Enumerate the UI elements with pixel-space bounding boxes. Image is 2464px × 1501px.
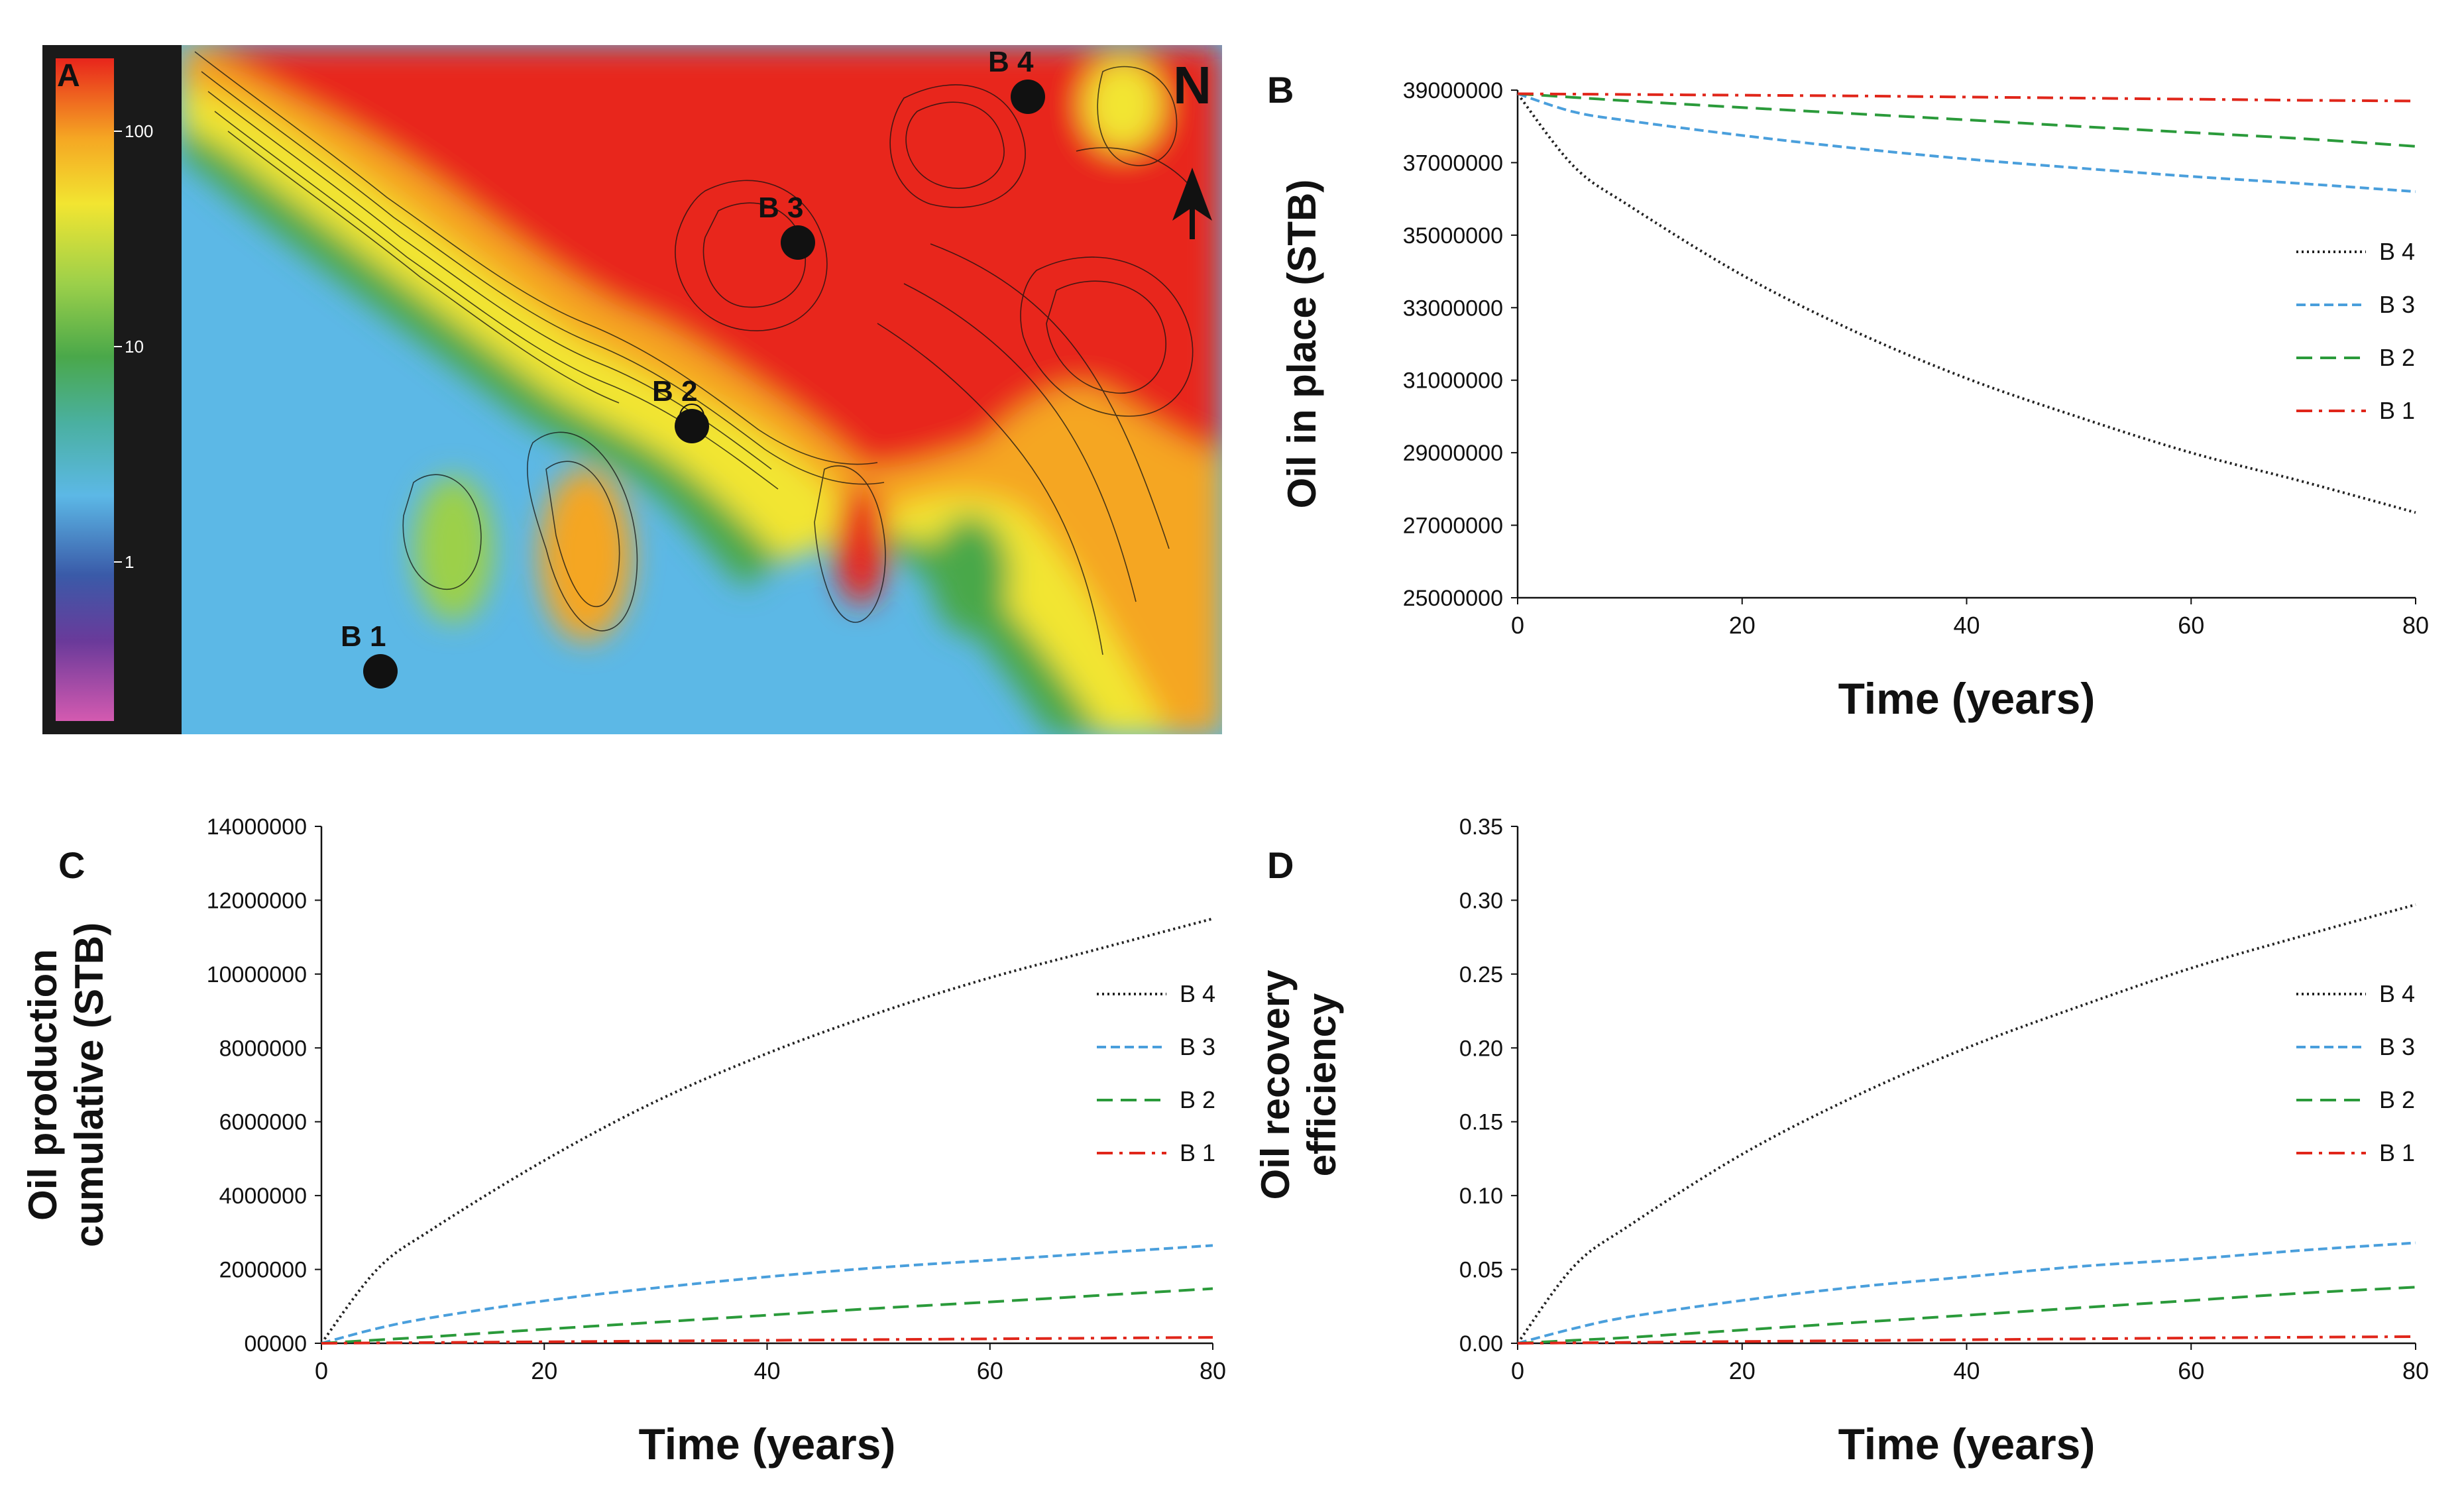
legend-label: B 1 <box>1180 1139 1215 1166</box>
x-tick-label: 60 <box>2178 612 2204 639</box>
legend-label: B 2 <box>2379 1086 2415 1113</box>
location-marker-b2 <box>675 409 709 443</box>
y-tick-label: 6000000 <box>219 1110 307 1135</box>
reservoir-map: 100 10 1 <box>42 45 1222 734</box>
colorbar-ticks: 100 10 1 <box>114 121 153 572</box>
legend-label: B 2 <box>2379 344 2415 371</box>
y-tick-label: 0.20 <box>1459 1036 1503 1061</box>
x-tick-label: 80 <box>2402 1357 2429 1384</box>
legend-label: B 3 <box>1180 1033 1215 1060</box>
series-line-b4 <box>320 917 1213 1345</box>
y-tick-label: 35000000 <box>1403 223 1503 249</box>
y-tick-label: 0.30 <box>1459 888 1503 913</box>
y-tick-label: 33000000 <box>1403 296 1503 321</box>
legend-label: B 4 <box>2379 238 2415 265</box>
y-tick-label: 12000000 <box>207 888 307 913</box>
y-tick-label: 0.00 <box>1459 1331 1503 1357</box>
y-tick-label: 0.10 <box>1459 1184 1503 1209</box>
chart-oil-production-cumulative: 0 20 40 60 800000020000004000000600000080000… <box>21 814 1226 1469</box>
x-tick-label: 20 <box>1729 1357 1756 1384</box>
panel-letter: D <box>1267 844 1294 886</box>
series-line-b1 <box>1517 92 2416 103</box>
x-tick-label: 20 <box>531 1357 557 1384</box>
series-line-b4 <box>1516 93 2416 514</box>
location-label: B 1 <box>341 620 386 653</box>
chart-oil-in-place: 0 20 40 60 80 25000000 27000000 29000000 3100000… <box>1267 69 2429 723</box>
legend-label: B 1 <box>2379 397 2415 424</box>
y-tick-label: 00000 <box>244 1331 307 1357</box>
location-label: B 3 <box>758 192 803 224</box>
colorbar-tick-label: 10 <box>125 337 144 357</box>
x-tick-label: 60 <box>2178 1357 2204 1384</box>
x-tick-label: 0 <box>315 1357 328 1384</box>
location-marker-b4 <box>1011 80 1045 114</box>
x-tick-label: 40 <box>754 1357 780 1384</box>
y-axis-label: Oil recovery <box>1253 970 1298 1200</box>
x-axis-label: Time (years) <box>1838 1419 2096 1469</box>
legend-label: B 4 <box>2379 980 2415 1007</box>
series-line-b1 <box>1517 1335 2416 1345</box>
y-axis-label: cumulative (STB) <box>67 922 111 1247</box>
y-tick-label: 37000000 <box>1403 150 1503 176</box>
panel-letter: B <box>1267 69 1294 111</box>
y-tick-label: 0.15 <box>1459 1110 1503 1135</box>
y-axis-label: Oil in place (STB) <box>1280 180 1324 509</box>
y-axis-label: Oil production <box>21 949 65 1221</box>
north-label: N <box>1173 56 1211 115</box>
y-tick-label: 0.05 <box>1459 1258 1503 1283</box>
y-tick-label: 39000000 <box>1403 78 1503 103</box>
y-axis-label: efficiency <box>1300 993 1344 1176</box>
x-tick-label: 60 <box>977 1357 1003 1384</box>
x-axis-label: Time (years) <box>639 1419 896 1469</box>
x-tick-label: 80 <box>2402 612 2429 639</box>
colorbar-gradient <box>56 58 114 721</box>
x-tick-label: 80 <box>1200 1357 1226 1384</box>
y-tick-label: 2000000 <box>219 1258 307 1283</box>
y-tick-label: 27000000 <box>1403 514 1503 539</box>
y-tick-label: 8000000 <box>219 1036 307 1061</box>
map-field <box>182 45 1222 734</box>
x-tick-label: 40 <box>1953 1357 1980 1384</box>
x-tick-label: 20 <box>1729 612 1756 639</box>
legend-label: B 1 <box>2379 1139 2415 1166</box>
series-line-b2 <box>1517 1286 2416 1345</box>
y-tick-label: 29000000 <box>1403 441 1503 466</box>
y-tick-label: 0.35 <box>1459 814 1503 840</box>
panel-a-map: 100 10 1 <box>42 45 1222 738</box>
colorbar-tick-label: 1 <box>125 552 134 572</box>
series-line-b3 <box>1517 92 2416 194</box>
chart-oil-recovery-efficiency: 0 20 40 60 80 0.00 0.05 0.10 0.15 0.20 0.25 0.30 0.3… <box>1253 814 2429 1469</box>
y-tick-label: 4000000 <box>219 1184 307 1209</box>
y-tick-label: 0.25 <box>1459 962 1503 987</box>
north-arrow-icon <box>1172 168 1212 239</box>
x-axis-label: Time (years) <box>1838 674 2096 723</box>
x-tick-label: 40 <box>1953 612 1980 639</box>
legend-label: B 2 <box>1180 1086 1215 1113</box>
series-line-b4 <box>1516 903 2416 1345</box>
y-tick-label: 10000000 <box>207 962 307 987</box>
location-label: B 4 <box>988 46 1034 78</box>
legend-label: B 3 <box>2379 1033 2415 1060</box>
legend-label: B 4 <box>1180 980 1215 1007</box>
colorbar-tick-label: 100 <box>125 121 153 141</box>
location-marker-b3 <box>781 225 815 260</box>
location-marker-b1 <box>363 654 398 689</box>
panel-a-letter: A <box>57 58 80 93</box>
series-line-b3 <box>321 1244 1213 1345</box>
x-tick-label: 0 <box>1511 1357 1524 1384</box>
series-line-b2 <box>1517 92 2416 148</box>
y-tick-label: 25000000 <box>1403 586 1503 611</box>
series-line-b2 <box>321 1287 1213 1345</box>
x-tick-label: 0 <box>1511 612 1524 639</box>
series-line-b3 <box>1517 1241 2416 1345</box>
series-line-b1 <box>321 1336 1213 1345</box>
panel-letter: C <box>58 844 85 886</box>
y-tick-label: 14000000 <box>207 814 307 840</box>
location-label: B 2 <box>652 375 697 408</box>
y-tick-label: 31000000 <box>1403 368 1503 394</box>
legend-label: B 3 <box>2379 291 2415 318</box>
